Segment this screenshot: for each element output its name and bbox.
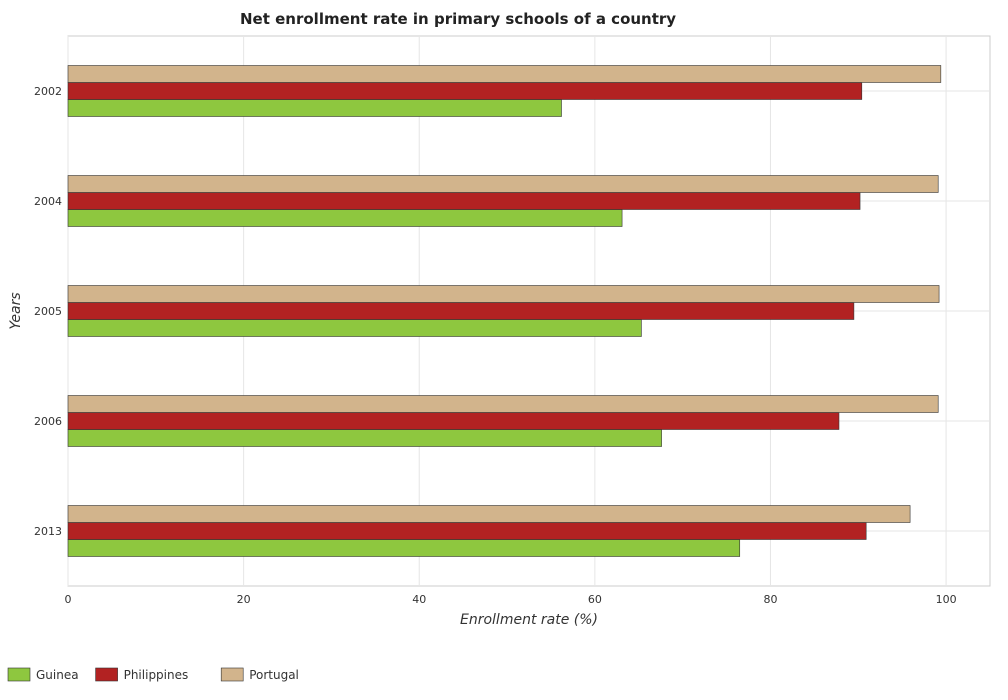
- bar-portugal-2006: [67, 395, 939, 413]
- x-tick-label: 80: [763, 593, 777, 606]
- x-tick-label: 20: [237, 593, 251, 606]
- bar-portugal-2004: [67, 175, 939, 193]
- bar-philippines-2002: [67, 82, 863, 100]
- bar-philippines-2005: [67, 302, 855, 320]
- bar-philippines-2006: [67, 412, 840, 430]
- chart-title: Net enrollment rate in primary schools o…: [240, 10, 676, 28]
- x-tick-label: 40: [412, 593, 426, 606]
- bar-guinea-2006: [67, 429, 662, 447]
- legend-swatch-philippines: [95, 667, 118, 682]
- legend-swatch-guinea: [7, 667, 31, 682]
- legend-label-portugal: Portugal: [249, 668, 299, 682]
- y-tick-label: 2013: [34, 525, 62, 538]
- bar-guinea-2005: [67, 319, 642, 337]
- x-tick-label: 60: [588, 593, 602, 606]
- bars: [67, 65, 942, 557]
- bar-guinea-2002: [67, 99, 562, 117]
- legend: Guinea Philippines Portugal: [7, 667, 299, 682]
- y-tick-label: 2002: [34, 85, 62, 98]
- y-tick-label: 2004: [34, 195, 62, 208]
- x-axis-label: Enrollment rate (%): [460, 612, 598, 628]
- y-axis-label: Years: [8, 292, 24, 329]
- bar-portugal-2013: [67, 505, 911, 523]
- legend-label-philippines: Philippines: [124, 668, 189, 682]
- legend-swatch-portugal: [220, 667, 244, 682]
- bar-philippines-2004: [67, 192, 861, 210]
- bar-portugal-2002: [67, 65, 942, 83]
- y-tick-label: 2006: [34, 415, 62, 428]
- x-tick-labels: 0 20 40 60 80 100: [65, 593, 957, 606]
- bar-philippines-2013: [67, 522, 867, 540]
- x-tick-label: 0: [65, 593, 72, 606]
- bar-portugal-2005: [67, 285, 940, 303]
- legend-label-guinea: Guinea: [36, 668, 79, 682]
- y-tick-label: 2005: [34, 305, 62, 318]
- bar-guinea-2004: [67, 209, 623, 227]
- y-tick-labels: 2002 2004 2005 2006 2013: [34, 85, 62, 538]
- x-tick-label: 100: [936, 593, 957, 606]
- bar-guinea-2013: [67, 539, 741, 557]
